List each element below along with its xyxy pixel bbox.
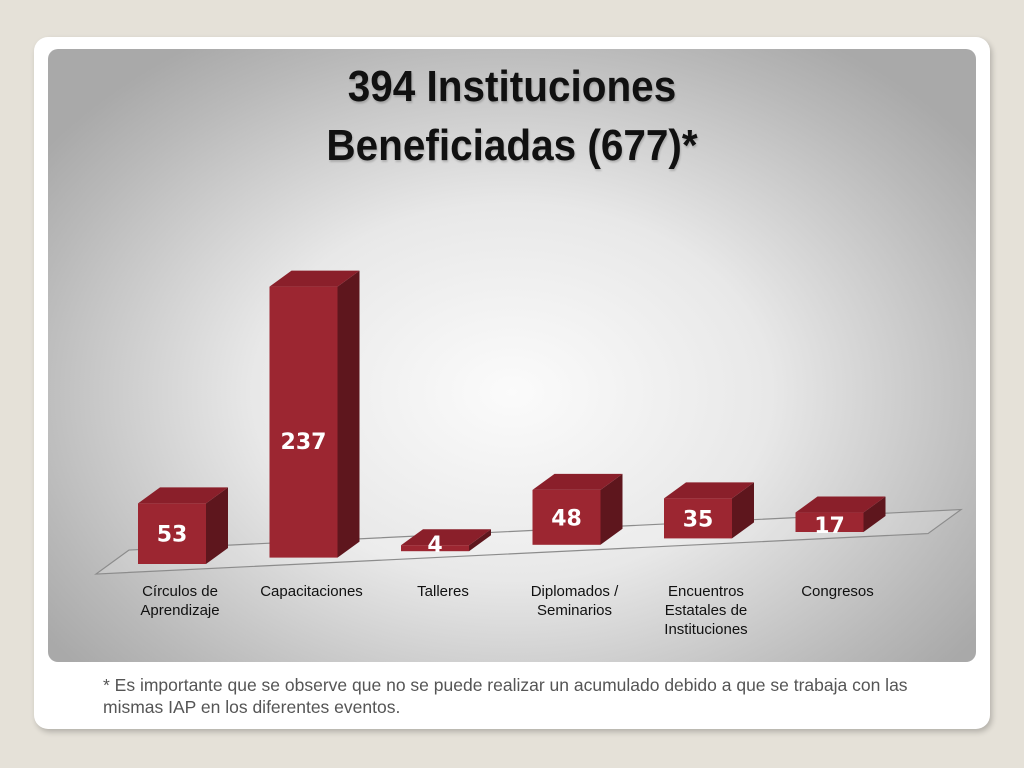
data-label: 4 xyxy=(427,533,442,558)
x-tick-label: Capacitaciones xyxy=(242,582,382,601)
bar-top xyxy=(664,482,754,499)
x-tick-label: Talleres xyxy=(373,582,513,601)
bar-top xyxy=(795,496,886,513)
data-label: 17 xyxy=(814,514,845,539)
bar-chart: 53 237 4 48 35 17 xyxy=(94,270,963,575)
data-label: 35 xyxy=(683,507,714,532)
x-tick-label: Encuentros Estatales de Instituciones xyxy=(636,582,776,639)
bar-top xyxy=(269,270,360,287)
bar-top xyxy=(138,487,228,504)
x-tick-label-line: Aprendizaje xyxy=(140,602,220,619)
bar-top xyxy=(401,529,491,546)
chart-title-line-2: Beneficiadas (677)* xyxy=(326,121,698,170)
bar-front xyxy=(532,489,601,545)
x-tick-label-line: Diplomados / xyxy=(530,583,619,600)
footnote: * Es importante que se observe que no se… xyxy=(103,675,908,717)
bar-1 xyxy=(138,487,228,564)
data-label: 53 xyxy=(157,523,188,548)
bar-4 xyxy=(532,473,623,545)
bar-front xyxy=(269,286,338,558)
bar-5 xyxy=(664,482,754,539)
x-tick-label-line: Capacitaciones xyxy=(260,583,363,600)
bar-2 xyxy=(269,270,360,558)
bar-side xyxy=(337,270,360,558)
x-tick-label-line: Estatales de xyxy=(664,602,748,619)
data-label: 237 xyxy=(281,430,327,455)
chart-panel: 394 Instituciones Beneficiadas (677)* 53… xyxy=(48,49,976,662)
bar-side xyxy=(863,496,886,532)
x-tick-label-line: Círculos de xyxy=(142,583,218,600)
x-tick-label-line: Congresos xyxy=(801,583,874,600)
chart-title: 394 Instituciones Beneficiadas (677)* xyxy=(85,57,939,175)
x-tick-label: Círculos de Aprendizaje xyxy=(110,582,250,620)
x-tick-label-line: Talleres xyxy=(417,583,469,600)
bar-front xyxy=(401,545,469,552)
data-label: 48 xyxy=(551,506,582,531)
bar-front xyxy=(664,498,732,539)
x-tick-label: Diplomados / Seminarios xyxy=(505,582,645,620)
chart-title-line-1: 394 Instituciones xyxy=(347,62,677,111)
bar-side xyxy=(600,473,623,545)
x-tick-label: Congresos xyxy=(768,582,908,601)
x-tick-label-line: Instituciones xyxy=(664,621,748,638)
bar-front xyxy=(138,503,206,564)
x-tick-label-line: Seminarios xyxy=(536,602,613,619)
bar-3 xyxy=(401,529,491,552)
bar-top xyxy=(532,473,623,490)
bar-6 xyxy=(795,496,886,532)
bar-side xyxy=(469,529,491,552)
bar-front xyxy=(795,512,864,532)
bar-side xyxy=(732,482,754,539)
x-tick-label-line: Encuentros xyxy=(668,583,744,600)
bar-side xyxy=(206,487,228,564)
